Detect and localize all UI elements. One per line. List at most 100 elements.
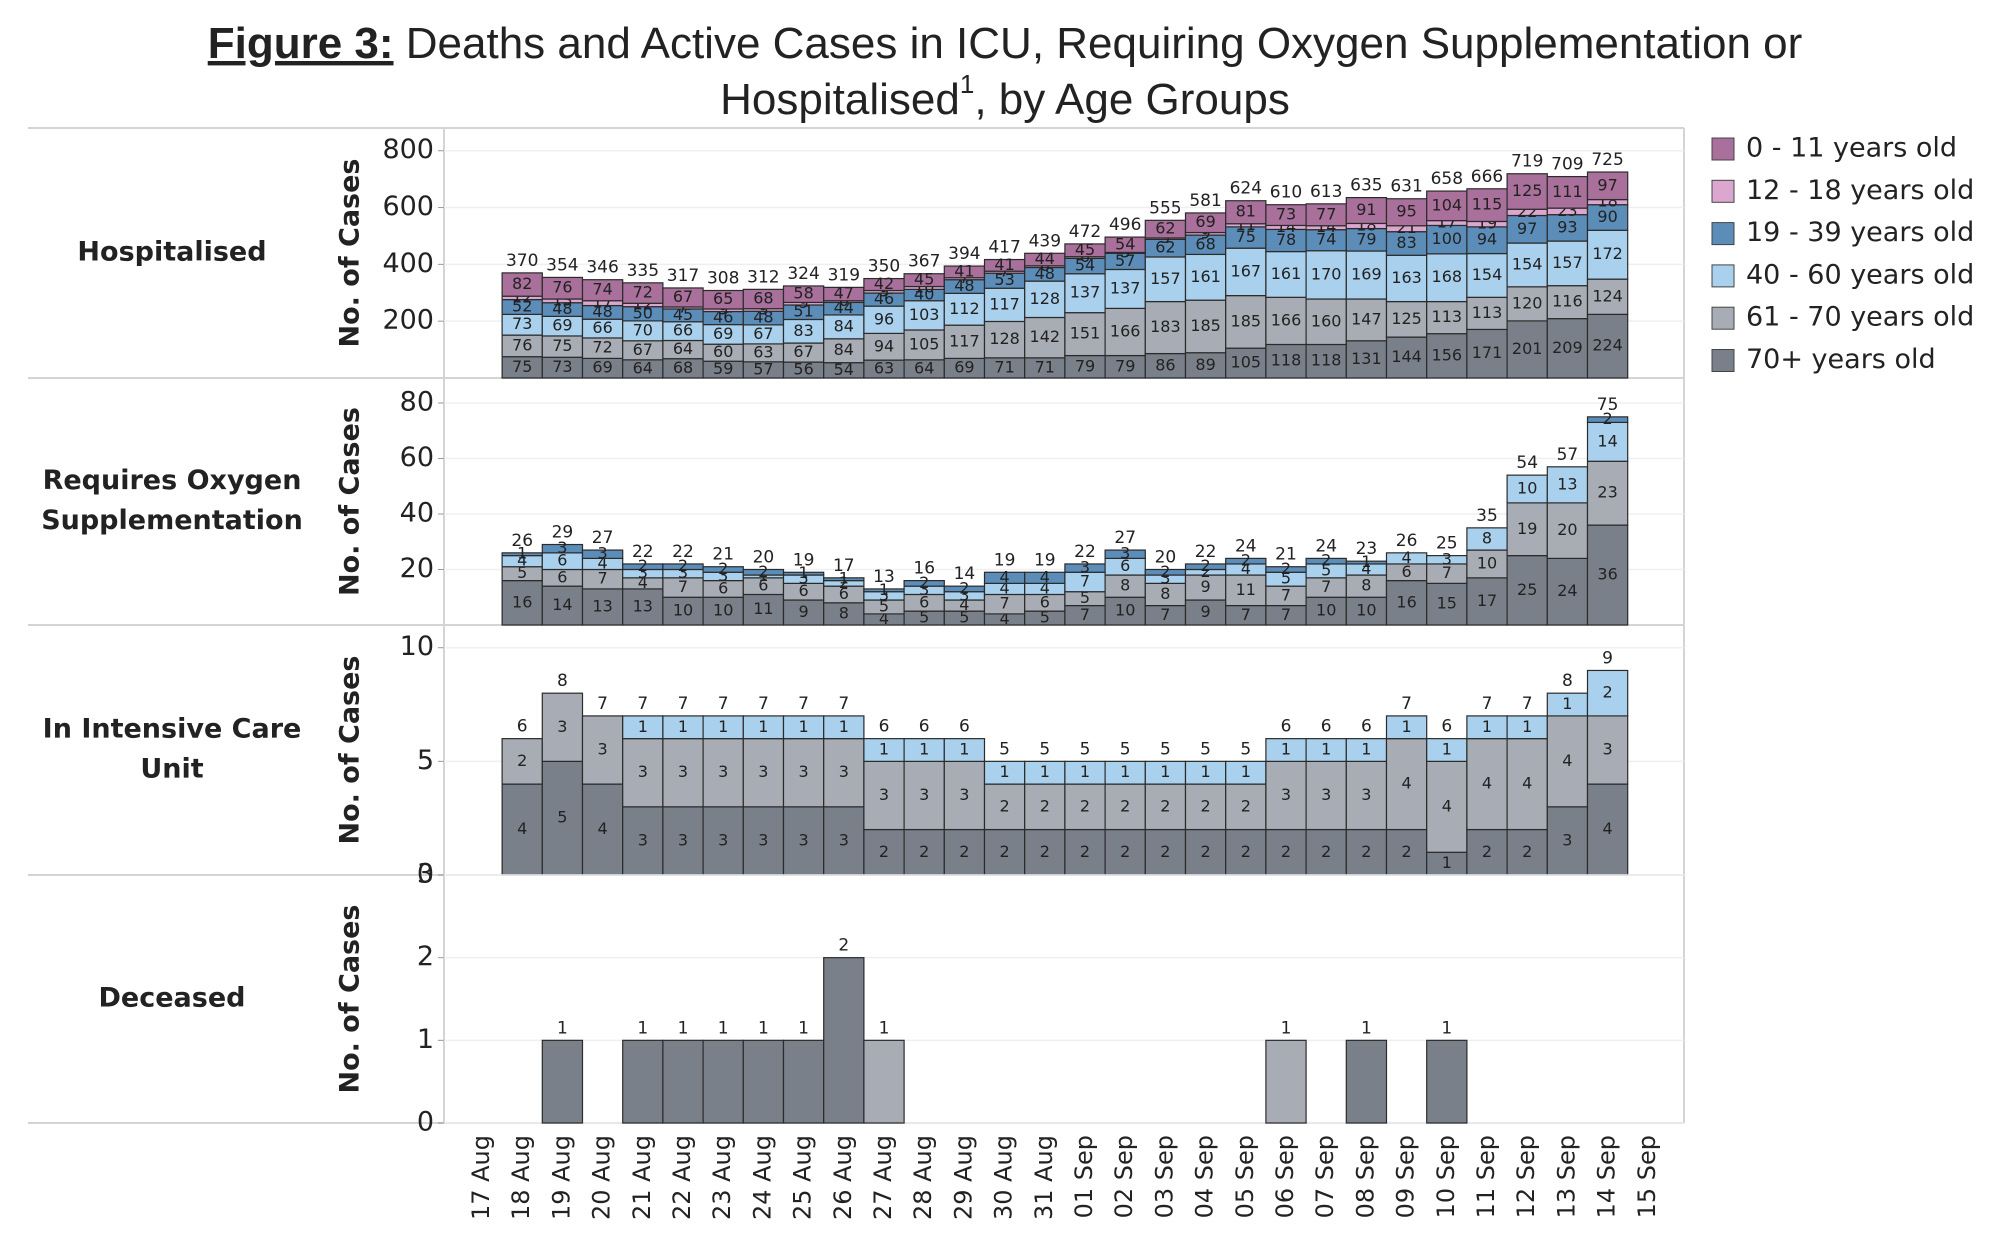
segment-label: 100 [1432, 229, 1463, 248]
segment-label: 183 [1150, 317, 1181, 336]
segment-label: 68 [1195, 234, 1215, 253]
segment-label: 10 [1517, 479, 1537, 498]
bar-segment [943, 738, 986, 762]
y-axis-label: No. of Cases [335, 159, 366, 348]
segment-label: 7 [1000, 594, 1010, 613]
segment-label: 2 [1281, 559, 1291, 578]
segment-label: 3 [1120, 544, 1130, 563]
segment-label: 3 [1321, 785, 1331, 804]
bar-segment [662, 738, 704, 808]
segment-label: 3 [799, 830, 809, 849]
y-axis-label: No. of Cases [335, 407, 366, 596]
segment-label: 8 [1361, 576, 1371, 595]
segment-label: 79 [1356, 229, 1376, 248]
total-label: 14 [954, 564, 976, 584]
segment-label: 3 [718, 830, 728, 849]
total-label: 725 [1591, 150, 1623, 170]
segment-label: 172 [1592, 244, 1623, 263]
segment-label: 3 [1442, 549, 1452, 568]
total-label: 7 [1401, 694, 1412, 714]
segment-label: 10 [713, 601, 733, 620]
segment-label: 105 [1231, 353, 1262, 372]
segment-label: 19 [1517, 519, 1537, 538]
y-tick-label: 200 [382, 305, 434, 336]
segment-label: 46 [874, 289, 894, 308]
segment-label: 4 [1522, 774, 1532, 793]
segment-label: 3 [1603, 740, 1613, 759]
segment-label: 2 [1402, 842, 1412, 861]
total-label: 17 [833, 556, 855, 576]
segment-label: 90 [1597, 207, 1617, 226]
total-label: 75 [1597, 395, 1619, 415]
segment-label: 2 [1201, 796, 1211, 815]
bar-segment [943, 324, 986, 359]
segment-label: 1 [839, 569, 849, 588]
bar-segment [1466, 577, 1508, 626]
segment-label: 3 [758, 762, 768, 781]
total-label: 319 [828, 265, 860, 285]
segment-label: 5 [517, 563, 527, 582]
segment-label: 5 [1321, 560, 1331, 579]
bar-segment [983, 783, 1026, 831]
total-label: 9 [1602, 648, 1613, 668]
segment-label: 78 [1276, 230, 1296, 249]
segment-label: 167 [1231, 261, 1262, 280]
segment-label: 97 [1517, 219, 1537, 238]
segment-label: 14 [552, 595, 572, 614]
bar-segment [1385, 828, 1428, 876]
total-label: 20 [753, 547, 775, 567]
bar-segment [823, 957, 865, 1124]
segment-label: 95 [1396, 202, 1416, 221]
total-label: 5 [999, 739, 1010, 759]
total-label: 6 [1321, 717, 1332, 737]
segment-label: 2 [1241, 796, 1251, 815]
total-label: 19 [994, 550, 1016, 570]
x-tick-label: 23 Aug [708, 1135, 736, 1220]
segment-label: 3 [557, 538, 567, 557]
segment-label: 51 [793, 302, 813, 321]
segment-label: 4 [517, 551, 527, 570]
bar-segment [1184, 783, 1227, 831]
bar-segment [1305, 298, 1347, 346]
segment-label: 3 [678, 563, 688, 582]
segment-label: 1 [1120, 762, 1130, 781]
total-label: 16 [913, 559, 935, 579]
segment-label: 41 [954, 261, 974, 280]
segment-label: 5 [1080, 588, 1090, 607]
segment-label: 8 [1160, 584, 1170, 603]
segment-label: 7 [1442, 563, 1452, 582]
segment-label: 104 [1432, 195, 1463, 214]
legend-label: 61 - 70 years old [1746, 302, 1974, 333]
bar-segment [1426, 253, 1468, 303]
total-label: 7 [1482, 694, 1493, 714]
legend-label: 40 - 60 years old [1746, 259, 1974, 290]
bar-segment [943, 292, 986, 326]
total-label: 354 [546, 255, 578, 275]
segment-label: 2 [1201, 842, 1211, 861]
segment-label: 3 [879, 585, 889, 604]
bar-segment [1506, 242, 1548, 288]
bar-segment [1024, 316, 1066, 359]
segment-label: 64 [673, 339, 693, 358]
segment-label: 5 [1040, 608, 1050, 627]
bar-segment [1225, 295, 1267, 349]
x-tick-label: 19 Aug [547, 1135, 575, 1220]
total-label: 13 [873, 567, 895, 587]
legend-swatch [1711, 264, 1735, 288]
bar-segment [1225, 783, 1267, 831]
bar-segment [1586, 460, 1629, 526]
bar-segment [1546, 214, 1589, 242]
segment-label: 57 [1115, 251, 1135, 270]
segment-label: 1 [1160, 762, 1170, 781]
x-tick-label: 02 Sep [1110, 1135, 1138, 1218]
segment-label: 2 [1241, 551, 1251, 570]
total-label: 7 [597, 694, 608, 714]
bar-segment [1305, 343, 1347, 379]
bar-segment [541, 543, 584, 554]
total-label: 5 [1240, 739, 1251, 759]
segment-label: 1 [839, 717, 849, 736]
total-label: 635 [1350, 176, 1382, 196]
total-label: 631 [1390, 177, 1422, 197]
segment-label: 113 [1432, 307, 1463, 326]
